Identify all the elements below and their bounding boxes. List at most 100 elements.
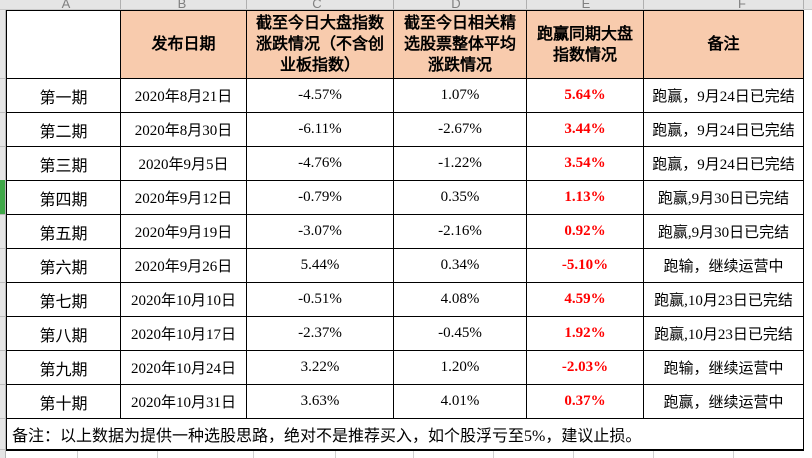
row-divider-tick	[0, 112, 6, 113]
date-cell[interactable]: 2020年8月30日	[120, 112, 247, 147]
footer-note[interactable]: 备注：以上数据为提供一种选股思路，绝对不是推荐买入，如个股浮亏至5%，建议止损。	[6, 418, 804, 451]
row-header-strip	[0, 10, 6, 458]
index-change-cell[interactable]: -3.07%	[246, 214, 394, 249]
period-cell[interactable]: 第三期	[6, 146, 121, 181]
row-divider-tick	[0, 418, 6, 419]
header-cell-remark[interactable]: 备注	[643, 10, 804, 79]
gridline-tick	[493, 451, 494, 458]
date-cell[interactable]: 2020年10月31日	[120, 384, 247, 419]
column-letter-b[interactable]: B	[177, 0, 187, 10]
index-change-cell[interactable]: 5.44%	[246, 248, 394, 283]
header-cell-index-change[interactable]: 截至今日大盘指数 涨跌情况（不含创 业板指数）	[246, 10, 394, 79]
column-header-strip: A B C D E F	[0, 0, 812, 10]
header-cell-blank[interactable]	[6, 10, 121, 79]
gridline-tick	[573, 451, 574, 458]
remark-cell[interactable]: 跑赢,9月30日已完结	[643, 180, 804, 215]
stock-change-cell[interactable]: -1.22%	[393, 146, 527, 181]
index-change-cell[interactable]: -4.57%	[246, 78, 394, 113]
remark-cell[interactable]: 跑输，继续运营中	[643, 248, 804, 283]
row-divider-tick	[0, 316, 6, 317]
remark-cell[interactable]: 跑赢,10月23日已完结	[643, 316, 804, 351]
header-cell-date[interactable]: 发布日期	[120, 10, 247, 79]
period-cell[interactable]: 第九期	[6, 350, 121, 385]
index-change-cell[interactable]: -4.76%	[246, 146, 394, 181]
outperform-cell[interactable]: 0.37%	[526, 384, 644, 419]
gridline-tick	[253, 451, 254, 458]
stock-change-cell[interactable]: 0.34%	[393, 248, 527, 283]
header-cell-outperform[interactable]: 跑赢同期大盘 指数情况	[526, 10, 644, 79]
date-cell[interactable]: 2020年10月10日	[120, 282, 247, 317]
table-row: 第十期 2020年10月31日 3.63% 4.01% 0.37% 跑赢，继续运…	[6, 384, 804, 419]
date-cell[interactable]: 2020年9月26日	[120, 248, 247, 283]
period-cell[interactable]: 第八期	[6, 316, 121, 351]
gridline-tick	[413, 451, 414, 458]
gridline-tick	[77, 451, 78, 458]
stock-change-cell[interactable]: 4.01%	[393, 384, 527, 419]
gridline-tick	[653, 451, 654, 458]
stock-change-cell[interactable]: -0.45%	[393, 316, 527, 351]
remark-cell[interactable]: 跑赢，9月24日已完结	[643, 146, 804, 181]
header-cell-stock-change[interactable]: 截至今日相关精 选股票整体平均 涨跌情况	[393, 10, 527, 79]
outperform-cell[interactable]: 4.59%	[526, 282, 644, 317]
period-cell[interactable]: 第七期	[6, 282, 121, 317]
outperform-cell[interactable]: -2.03%	[526, 350, 644, 385]
outperform-cell[interactable]: -5.10%	[526, 248, 644, 283]
stock-change-cell[interactable]: 4.08%	[393, 282, 527, 317]
period-cell[interactable]: 第五期	[6, 214, 121, 249]
outperform-cell[interactable]: 3.54%	[526, 146, 644, 181]
outperform-cell[interactable]: 1.13%	[526, 180, 644, 215]
date-cell[interactable]: 2020年9月19日	[120, 214, 247, 249]
index-change-cell[interactable]: -0.51%	[246, 282, 394, 317]
stock-change-cell[interactable]: 1.20%	[393, 350, 527, 385]
table-row: 第三期 2020年9月5日 -4.76% -1.22% 3.54% 跑赢，9月2…	[6, 146, 804, 181]
column-letter-f[interactable]: F	[738, 0, 746, 10]
index-change-cell[interactable]: 3.22%	[246, 350, 394, 385]
period-cell[interactable]: 第四期	[6, 180, 121, 215]
period-cell[interactable]: 第六期	[6, 248, 121, 283]
date-cell[interactable]: 2020年9月12日	[120, 180, 247, 215]
table-row: 第二期 2020年8月30日 -6.11% -2.67% 3.44% 跑赢，9月…	[6, 112, 804, 147]
table-row: 第八期 2020年10月17日 -2.37% -0.45% 1.92% 跑赢,1…	[6, 316, 804, 351]
outperform-cell[interactable]: 0.92%	[526, 214, 644, 249]
stock-change-cell[interactable]: 1.07%	[393, 78, 527, 113]
stock-change-cell[interactable]: 0.35%	[393, 180, 527, 215]
column-letter-d[interactable]: D	[451, 0, 461, 10]
date-cell[interactable]: 2020年10月24日	[120, 350, 247, 385]
stock-change-cell[interactable]: -2.67%	[393, 112, 527, 147]
row-divider-tick	[0, 282, 6, 283]
period-cell[interactable]: 第十期	[6, 384, 121, 419]
outperform-cell[interactable]: 3.44%	[526, 112, 644, 147]
remark-cell[interactable]: 跑赢,10月23日已完结	[643, 282, 804, 317]
column-divider-tick	[526, 0, 527, 9]
date-cell[interactable]: 2020年8月21日	[120, 78, 247, 113]
column-letter-c[interactable]: C	[312, 0, 322, 10]
next-row-sliver	[6, 451, 803, 458]
gridline-tick	[733, 451, 734, 458]
outperform-cell[interactable]: 5.64%	[526, 78, 644, 113]
outperform-cell[interactable]: 1.92%	[526, 316, 644, 351]
index-change-cell[interactable]: 3.63%	[246, 384, 394, 419]
remark-cell[interactable]: 跑输，继续运营中	[643, 350, 804, 385]
row-divider-tick	[0, 248, 6, 249]
period-cell[interactable]: 第一期	[6, 78, 121, 113]
remark-cell[interactable]: 跑赢，继续运营中	[643, 384, 804, 419]
row-divider-tick	[0, 350, 6, 351]
row-divider-tick	[0, 449, 6, 450]
index-change-cell[interactable]: -0.79%	[246, 180, 394, 215]
period-cell[interactable]: 第二期	[6, 112, 121, 147]
date-cell[interactable]: 2020年9月5日	[120, 146, 247, 181]
index-change-cell[interactable]: -6.11%	[246, 112, 394, 147]
column-letter-a[interactable]: A	[61, 0, 71, 10]
remark-cell[interactable]: 跑赢，9月24日已完结	[643, 78, 804, 113]
remark-cell[interactable]: 跑赢，9月24日已完结	[643, 112, 804, 147]
date-cell[interactable]: 2020年10月17日	[120, 316, 247, 351]
index-change-cell[interactable]: -2.37%	[246, 316, 394, 351]
column-divider-tick	[393, 0, 394, 9]
data-table: 发布日期 截至今日大盘指数 涨跌情况（不含创 业板指数） 截至今日相关精 选股票…	[6, 10, 804, 451]
stock-change-cell[interactable]: -2.16%	[393, 214, 527, 249]
column-letter-e[interactable]: E	[581, 0, 591, 10]
table-row: 第五期 2020年9月19日 -3.07% -2.16% 0.92% 跑赢,9月…	[6, 214, 804, 249]
remark-cell[interactable]: 跑赢,9月30日已完结	[643, 214, 804, 249]
gridline-tick	[157, 451, 158, 458]
